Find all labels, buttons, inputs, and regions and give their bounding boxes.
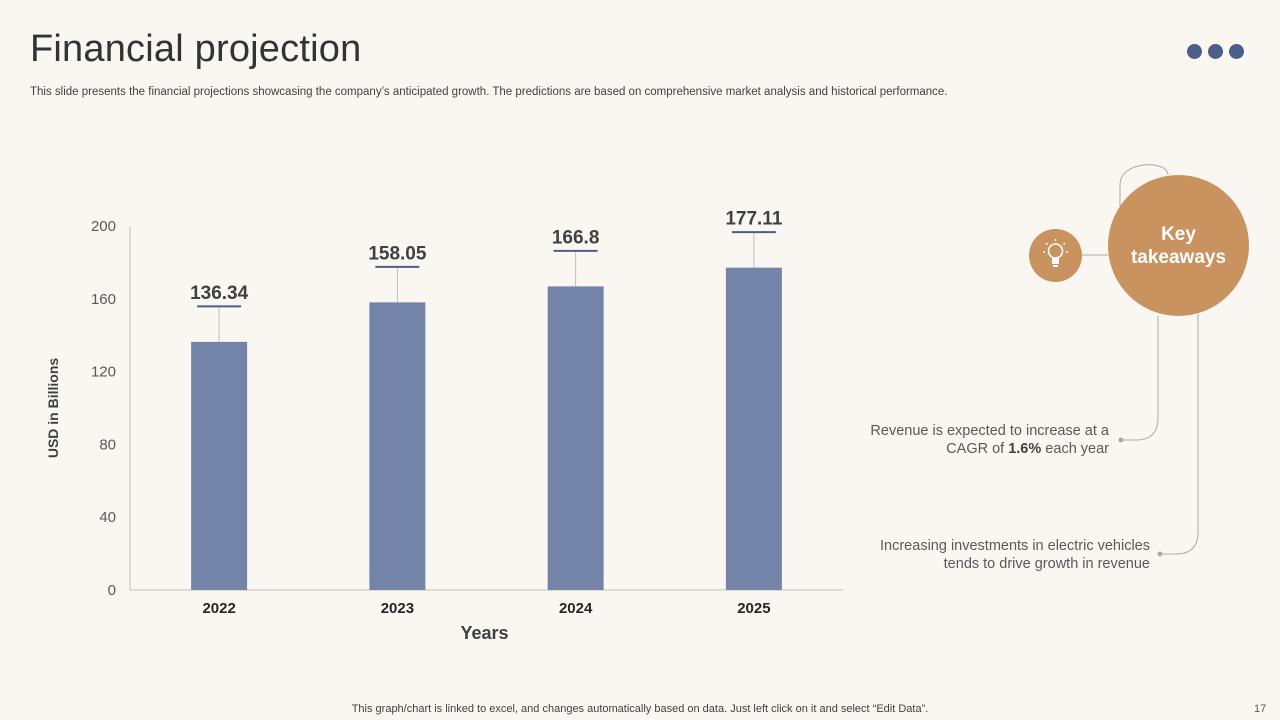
page-title: Financial projection xyxy=(30,28,362,70)
x-tick-label: 2022 xyxy=(202,600,235,617)
bar xyxy=(191,341,248,590)
connector-1-dot xyxy=(1118,437,1124,443)
more-dots-icon xyxy=(1187,44,1244,59)
key-takeaways-circle: Key takeaways xyxy=(1108,175,1249,316)
y-tick-label: 80 xyxy=(99,436,116,453)
lightbulb-icon xyxy=(1043,239,1068,267)
y-tick-label: 40 xyxy=(99,509,116,526)
takeaway-1-after: each year xyxy=(1041,441,1109,457)
key-takeaways-line2: takeaways xyxy=(1130,246,1227,268)
y-tick-label: 120 xyxy=(91,364,116,381)
takeaway-2-line2: tends to drive growth in revenue xyxy=(943,556,1150,572)
x-tick-label: 2025 xyxy=(737,600,770,617)
x-axis-title: Years xyxy=(460,623,508,643)
data-label: 158.05 xyxy=(368,243,427,264)
y-tick-label: 200 xyxy=(91,218,116,235)
bar xyxy=(547,286,604,590)
key-takeaways-line1: Key xyxy=(1161,223,1196,245)
top-arc-connector xyxy=(1119,164,1169,232)
connector-2-dot xyxy=(1157,551,1163,557)
page-subtitle: This slide presents the financial projec… xyxy=(30,86,948,98)
lightbulb-badge xyxy=(1029,229,1082,282)
y-tick-label: 160 xyxy=(91,291,116,308)
page-number: 17 xyxy=(1254,703,1267,715)
x-tick-label: 2024 xyxy=(559,600,593,617)
takeaway-1-line1: Revenue is expected to increase at a xyxy=(870,423,1109,439)
data-label: 177.11 xyxy=(725,209,782,230)
takeaway-1-mid: CAGR of xyxy=(946,441,1009,457)
takeaway-2: Increasing investments in electric vehic… xyxy=(880,537,1150,573)
x-tick-label: 2023 xyxy=(381,600,414,617)
takeaway-1: Revenue is expected to increase at a CAG… xyxy=(870,422,1109,458)
dot xyxy=(1208,44,1223,59)
footer-note: This graph/chart is linked to excel, and… xyxy=(351,703,929,715)
connector-2 xyxy=(1160,314,1199,555)
takeaway-1-highlight: 1.6% xyxy=(1008,441,1042,457)
takeaway-2-line1: Increasing investments in electric vehic… xyxy=(880,538,1150,554)
y-axis-title: USD in Billions xyxy=(45,358,61,459)
data-label: 136.34 xyxy=(190,283,249,304)
dot xyxy=(1187,44,1202,59)
bar xyxy=(725,267,782,590)
connector-1 xyxy=(1121,316,1159,441)
data-label: 166.8 xyxy=(552,227,600,248)
bar xyxy=(369,302,426,590)
y-tick-label: 0 xyxy=(108,582,116,599)
dot xyxy=(1229,44,1244,59)
